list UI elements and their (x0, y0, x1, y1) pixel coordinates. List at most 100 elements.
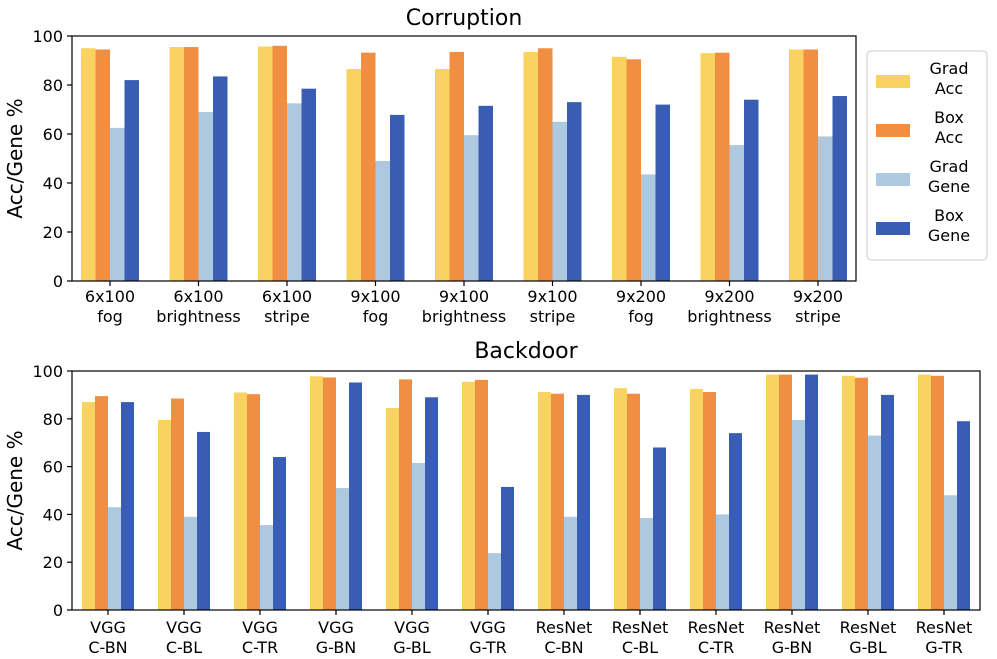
x-tick-label: 9x100 stripe (527, 287, 577, 326)
x-tick-label: 9x100 fog (350, 287, 400, 326)
x-tick-label: 6x100 fog (85, 287, 135, 326)
bar-box-gene (501, 486, 514, 610)
x-tick-label: ResNet C-BL (612, 618, 669, 657)
bar-box-gene (273, 457, 286, 610)
bar-box-acc (779, 374, 792, 610)
bar-box-acc (272, 45, 287, 281)
x-tick-label-line: ResNet (536, 618, 593, 637)
y-axis-label: Acc/Gene % (3, 98, 27, 218)
x-tick-label-line: 6x100 (173, 287, 223, 306)
bar-grad-acc (523, 51, 538, 281)
bar-grad-gene (564, 516, 577, 610)
bar-grad-acc (169, 47, 184, 282)
x-tick-label-line: 9x200 (793, 287, 843, 306)
bar-box-gene (655, 104, 670, 281)
bar-box-gene (124, 80, 139, 281)
x-tick-label-line: ResNet (840, 618, 897, 637)
bar-box-gene (832, 96, 847, 282)
bar-box-acc (184, 47, 199, 282)
x-tick-label: ResNet G-TR (916, 618, 973, 657)
bar-grad-gene (944, 495, 957, 610)
x-tick-label: VGG C-BN (88, 618, 127, 657)
bar-grad-acc (842, 375, 855, 610)
bar-grad-gene (198, 111, 213, 281)
bar-grad-gene (641, 174, 656, 281)
x-tick-label-line: 9x200 (616, 287, 666, 306)
x-tick-label: ResNet C-BN (536, 618, 593, 657)
x-tick-label-line: C-TR (698, 638, 734, 657)
x-tick-label-line: VGG (242, 618, 278, 637)
x-tick-label-line: 9x200 (704, 287, 754, 306)
y-tick-label: 40 (43, 505, 63, 524)
x-tick-label-line: ResNet (688, 618, 745, 637)
bar-grad-acc (158, 419, 171, 610)
bar-box-acc (931, 375, 944, 610)
bar-box-acc (475, 379, 488, 610)
x-tick-label-line: G-BN (772, 638, 813, 657)
bar-grad-acc (766, 374, 779, 610)
bar-grad-acc (690, 388, 703, 610)
y-tick-label: 80 (43, 410, 63, 429)
x-tick-label: 9x200 stripe (793, 287, 843, 326)
bar-box-gene (881, 394, 894, 610)
y-tick-label: 0 (53, 601, 63, 620)
x-tick-label: VGG G-BN (316, 618, 357, 657)
x-tick-label-line: VGG (90, 618, 126, 637)
bar-box-gene (425, 397, 438, 610)
bar-grad-gene (716, 514, 729, 610)
bar-box-gene (729, 433, 742, 610)
bar-box-acc (715, 52, 730, 281)
bar-box-acc (803, 49, 818, 281)
y-tick-label: 20 (43, 223, 63, 242)
x-tick-label-line: G-TR (469, 638, 507, 657)
bar-box-acc (703, 392, 716, 610)
y-tick-label: 80 (43, 76, 63, 95)
bar-grad-gene (412, 463, 425, 610)
y-tick-label: 0 (53, 272, 63, 291)
bar-box-acc (361, 52, 376, 281)
x-tick-label-line: ResNet (916, 618, 973, 637)
bar-box-acc (538, 48, 553, 281)
legend-label: Box Acc (934, 108, 964, 147)
bar-box-gene (805, 374, 818, 610)
x-tick-label-line: VGG (470, 618, 506, 637)
bar-grad-gene (792, 419, 805, 610)
x-tick-label: VGG G-BL (393, 618, 431, 657)
x-tick-label-line: ResNet (612, 618, 669, 637)
bar-box-acc (855, 377, 868, 610)
bar-grad-gene (184, 516, 197, 610)
bar-box-gene (744, 99, 759, 281)
bar-grad-acc (310, 376, 323, 610)
bar-grad-acc (435, 69, 450, 281)
x-tick-label: ResNet G-BN (764, 618, 821, 657)
bar-grad-gene (110, 127, 125, 281)
x-tick-label-line: C-BN (88, 638, 127, 657)
chart-title: Backdoor (474, 339, 578, 364)
x-tick-label-line: 6x100 (85, 287, 135, 306)
bar-box-gene (121, 402, 134, 610)
bar-grad-acc (612, 56, 627, 282)
bar-box-gene (577, 394, 590, 610)
bar-box-gene (478, 105, 493, 281)
legend-swatch (876, 75, 910, 88)
bar-box-acc (171, 398, 184, 610)
bar-box-acc (399, 379, 412, 610)
y-tick-label: 20 (43, 553, 63, 572)
bar-grad-gene (375, 160, 390, 281)
legend-label-line: Grad (930, 157, 969, 176)
x-tick-label-line: VGG (166, 618, 202, 637)
x-tick-label-line: 9x100 (350, 287, 400, 306)
bar-grad-gene (818, 136, 833, 281)
x-tick-label-line: G-BL (849, 638, 887, 657)
plot-frame (71, 35, 857, 282)
x-tick-label-line: VGG (318, 618, 354, 637)
x-tick-label-line: fog (97, 307, 123, 326)
bar-grad-acc (462, 381, 475, 610)
x-tick-label-line: fog (628, 307, 654, 326)
x-tick-label-line: C-BN (544, 638, 583, 657)
x-tick-label-line: fog (363, 307, 389, 326)
x-tick-label-line: G-TR (925, 638, 963, 657)
x-tick-label: VGG G-TR (469, 618, 507, 657)
